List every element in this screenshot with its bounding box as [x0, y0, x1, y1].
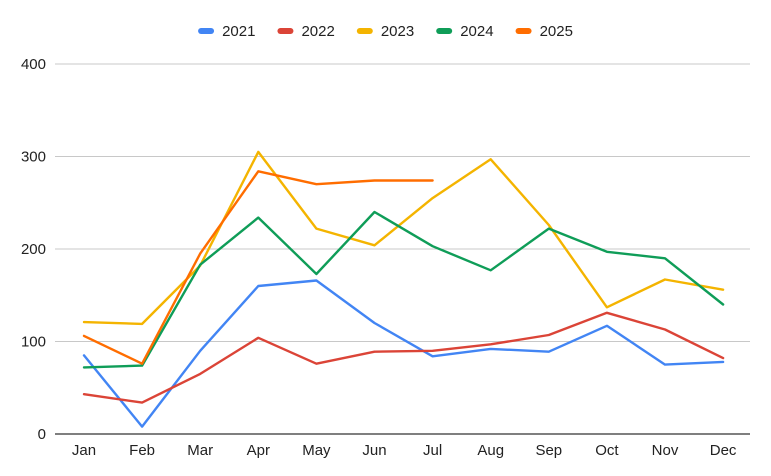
legend-item-2023[interactable]: 2023: [356, 23, 414, 40]
legend-label: 2022: [301, 23, 334, 40]
legend-swatch: [198, 28, 215, 34]
y-axis-ticks: 0 100 200 300 400: [21, 56, 46, 443]
legend-item-2022[interactable]: 2022: [277, 23, 335, 40]
grid: [55, 63, 750, 435]
y-tick-label: 400: [21, 56, 46, 73]
x-tick-label: Dec: [710, 442, 737, 459]
legend-item-2024[interactable]: 2024: [436, 23, 494, 40]
legend-label: 2023: [381, 23, 414, 40]
x-tick-label: Jul: [423, 442, 442, 459]
legend-item-2025[interactable]: 2025: [515, 23, 573, 40]
legend-swatch: [356, 28, 373, 34]
x-tick-label: Jan: [72, 442, 96, 459]
series-line-2023: [82, 150, 725, 326]
x-axis-ticks: Jan Feb Mar Apr May Jun Jul Aug Sep Oct Nov Dec: [72, 442, 737, 459]
x-tick-label: May: [302, 442, 331, 459]
y-tick-label: 100: [21, 334, 46, 351]
legend-item-2021[interactable]: 2021: [198, 23, 255, 40]
legend: 2021 2022 2023 2024 2025: [198, 23, 573, 40]
series-line-2021: [82, 279, 725, 428]
series-line-2025: [82, 170, 434, 365]
x-tick-label: Feb: [129, 442, 155, 459]
legend-label: 2025: [540, 23, 573, 40]
x-tick-label: Jun: [362, 442, 386, 459]
y-tick-label: 200: [21, 241, 46, 258]
series-lines: [82, 150, 725, 428]
y-tick-label: 300: [21, 149, 46, 166]
x-tick-label: Sep: [535, 442, 562, 459]
legend-label: 2024: [460, 23, 493, 40]
x-tick-label: Oct: [595, 442, 619, 459]
x-tick-label: Nov: [652, 442, 679, 459]
x-tick-label: Apr: [247, 442, 270, 459]
legend-swatch: [436, 28, 453, 34]
legend-swatch: [515, 28, 532, 34]
series-line-2022: [82, 311, 725, 404]
x-tick-label: Aug: [477, 442, 504, 459]
legend-swatch: [277, 28, 294, 34]
x-tick-label: Mar: [187, 442, 213, 459]
y-tick-label: 0: [38, 426, 46, 443]
series-line-2024: [82, 210, 725, 369]
legend-label: 2021: [222, 23, 255, 40]
